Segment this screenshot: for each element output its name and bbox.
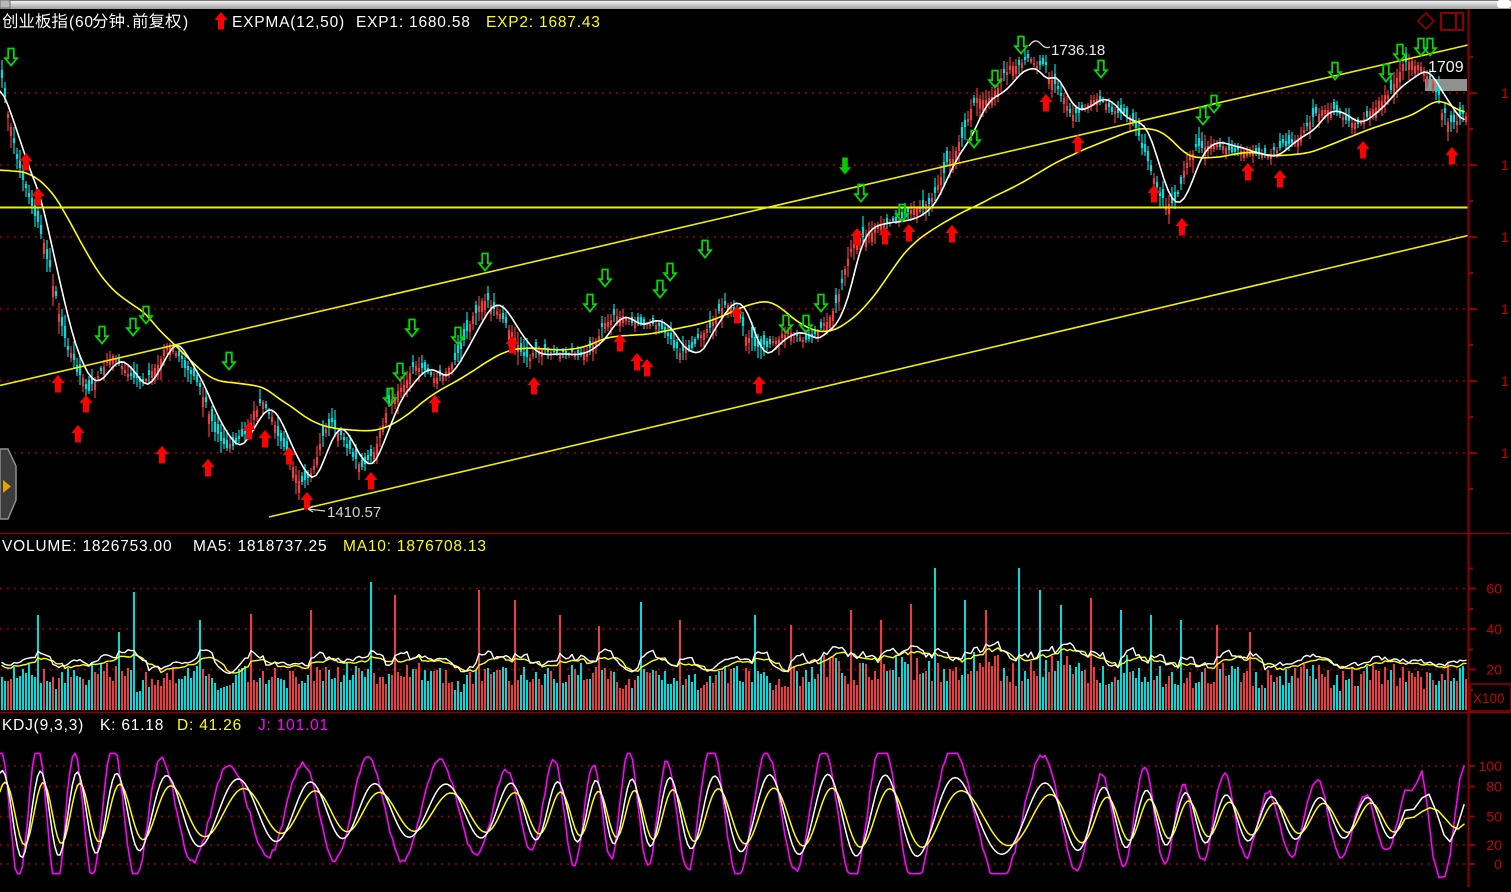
svg-text:1: 1 (1501, 157, 1509, 173)
svg-text:1: 1 (1501, 229, 1509, 245)
svg-text:40: 40 (1486, 621, 1502, 637)
svg-text:1410.57: 1410.57 (327, 504, 381, 521)
svg-text:EXP2: 1687.43: EXP2: 1687.43 (486, 14, 601, 31)
svg-text:60: 60 (1486, 581, 1502, 597)
svg-text:1: 1 (1501, 85, 1509, 101)
svg-text:J: 101.01: J: 101.01 (258, 717, 329, 734)
svg-text:D: 41.26: D: 41.26 (177, 717, 242, 734)
svg-text:20: 20 (1486, 662, 1502, 678)
svg-text:(60: (60 (69, 14, 94, 31)
svg-text:KDJ(9,3,3): KDJ(9,3,3) (2, 717, 84, 734)
svg-text:): ) (183, 14, 189, 31)
svg-text:1: 1 (1501, 445, 1509, 461)
svg-text:EXPMA(12,50): EXPMA(12,50) (232, 14, 345, 31)
svg-text:50: 50 (1486, 809, 1502, 825)
svg-text:80: 80 (1486, 779, 1502, 795)
svg-text:MA5: 1818737.25: MA5: 1818737.25 (193, 538, 327, 555)
svg-text:100: 100 (1479, 758, 1503, 774)
svg-text:VOLUME: 1826753.00: VOLUME: 1826753.00 (2, 538, 172, 555)
svg-text:K: 61.18: K: 61.18 (100, 717, 164, 734)
svg-text:1709: 1709 (1428, 59, 1464, 76)
svg-text:MA10: 1876708.13: MA10: 1876708.13 (343, 538, 487, 555)
svg-text:EXP1: 1680.58: EXP1: 1680.58 (356, 14, 471, 31)
svg-text:.: . (126, 14, 131, 31)
svg-text:20: 20 (1486, 837, 1502, 853)
svg-text:X100: X100 (1473, 691, 1505, 706)
svg-text:0: 0 (1494, 856, 1502, 872)
svg-text:1: 1 (1501, 373, 1509, 389)
svg-text:1: 1 (1501, 301, 1509, 317)
svg-text:1736.18: 1736.18 (1051, 42, 1105, 59)
